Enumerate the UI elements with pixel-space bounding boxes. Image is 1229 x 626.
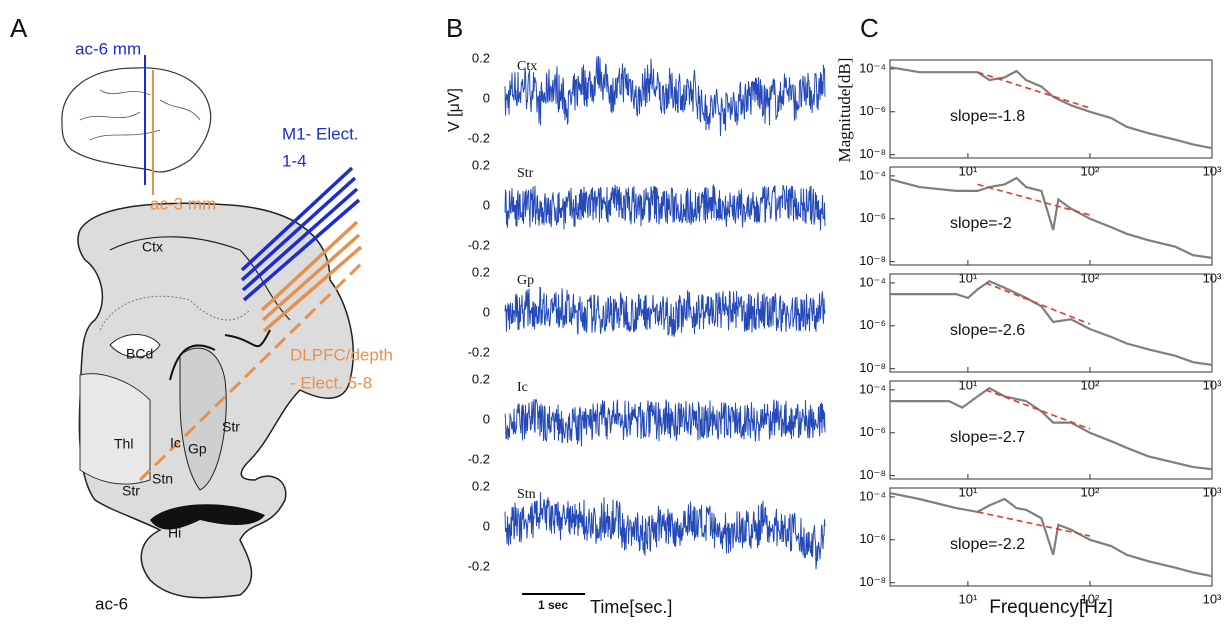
- x-tick-label: 10²: [1081, 270, 1100, 285]
- y-tick-label: -0.2: [468, 451, 490, 466]
- x-tick-label: 10¹: [959, 163, 978, 178]
- x-tick-label: 10¹: [959, 484, 978, 499]
- spectrum-line: [889, 66, 1213, 150]
- y-tick-label: 0: [483, 304, 490, 319]
- y-tick-label: -0.2: [468, 130, 490, 145]
- plot-frame: [889, 59, 1213, 159]
- slope-annotation: slope=-2: [950, 215, 1012, 232]
- region-label: Hi: [168, 525, 181, 541]
- slope-annotation: slope=-2.2: [950, 536, 1025, 553]
- y-tick-label: -0.2: [468, 237, 490, 252]
- y-tick-label: 0.2: [472, 478, 490, 493]
- y-tick-label: 0: [483, 518, 490, 533]
- electrode-label: 1-4: [282, 151, 307, 170]
- slope-annotation: slope=-1.8: [950, 108, 1025, 125]
- region-label: Gp: [188, 441, 207, 457]
- trace: [504, 183, 826, 231]
- y-tick-label: 10⁻⁴: [859, 274, 886, 289]
- y-tick-label: 0: [483, 197, 490, 212]
- panel-label: B: [446, 13, 463, 43]
- y-tick-label: 0.2: [472, 50, 490, 65]
- y-tick-label: 10⁻⁶: [859, 424, 886, 439]
- trace-label: Str: [517, 166, 534, 181]
- electrode-label: M1- Elect.: [282, 124, 359, 143]
- y-tick-label: 10⁻⁸: [859, 360, 886, 375]
- y-tick-label: 0.2: [472, 264, 490, 279]
- region-label: Ic: [170, 435, 181, 451]
- x-axis-label: Time[sec.]: [590, 597, 672, 617]
- region-label: Str: [222, 419, 240, 435]
- panel-label: A: [10, 13, 28, 43]
- plane-label: ac-6 mm: [75, 39, 141, 58]
- x-tick-label: 10¹: [959, 270, 978, 285]
- section-label: ac-6: [95, 594, 128, 613]
- plot-frame: [889, 166, 1213, 266]
- panel-a-drawing: [61, 55, 367, 599]
- y-tick-label: 10⁻⁴: [859, 60, 886, 75]
- electrode-label: DLPFC/depth: [290, 345, 393, 364]
- y-tick-label: 10⁻⁸: [859, 574, 886, 589]
- x-tick-label: 10²: [1081, 377, 1100, 392]
- y-tick-label: 10⁻⁴: [859, 488, 886, 503]
- y-tick-label: 0.2: [472, 157, 490, 172]
- slope-annotation: slope=-2.7: [950, 429, 1025, 446]
- region-label: BCd: [126, 346, 153, 362]
- trace: [504, 398, 826, 447]
- y-tick-label: 10⁻⁸: [859, 146, 886, 161]
- fit-line: [985, 282, 1091, 325]
- y-tick-label: 10⁻⁶: [859, 531, 886, 546]
- y-tick-label: 10⁻⁶: [859, 103, 886, 118]
- fit-line: [985, 389, 1091, 430]
- spectrum-line: [890, 386, 1213, 471]
- y-tick-label: 10⁻⁸: [859, 253, 886, 268]
- fit-line: [977, 511, 1091, 537]
- trace-label: Stn: [517, 487, 536, 502]
- slope-annotation: slope=-2.6: [950, 322, 1025, 339]
- trace: [504, 55, 826, 137]
- spectrum-line: [889, 176, 1213, 259]
- y-tick-label: 10⁻⁴: [859, 381, 886, 396]
- y-axis-label: Magnitude[dB]: [835, 58, 854, 163]
- y-axis-label: V [μV]: [446, 88, 463, 132]
- y-tick-label: 10⁻⁶: [859, 317, 886, 332]
- trace-label: Ctx: [517, 59, 537, 74]
- region-label: Str: [122, 483, 140, 499]
- plane-label: ac-3 mm: [150, 194, 216, 213]
- x-tick-label: 10²: [1081, 484, 1100, 499]
- region-label: Stn: [152, 471, 173, 487]
- trace: [504, 492, 826, 570]
- y-tick-label: 10⁻⁸: [859, 467, 886, 482]
- trace: [504, 286, 826, 337]
- trace-label: Gp: [517, 273, 534, 288]
- electrode-label: - Elect. 5-8: [290, 373, 372, 392]
- x-axis-label: Frequency[Hz]: [989, 597, 1113, 618]
- plot-frame: [889, 273, 1213, 373]
- spectrum-line: [890, 279, 1213, 366]
- y-tick-label: 0.2: [472, 371, 490, 386]
- plot-frame: [889, 487, 1213, 587]
- x-tick-label: 10¹: [959, 591, 978, 606]
- y-tick-label: -0.2: [468, 344, 490, 359]
- region-label: Thl: [114, 436, 133, 452]
- fit-line: [977, 71, 1091, 109]
- y-tick-label: 10⁻⁶: [859, 210, 886, 225]
- region-label: Ctx: [142, 239, 163, 255]
- scale-bar-label: 1 sec: [538, 598, 568, 612]
- y-tick-label: 0: [483, 90, 490, 105]
- y-tick-label: -0.2: [468, 558, 490, 573]
- x-tick-label: 10³: [1203, 591, 1222, 606]
- x-tick-label: 10²: [1081, 591, 1100, 606]
- x-tick-label: 10¹: [959, 377, 978, 392]
- y-tick-label: 10⁻⁴: [859, 167, 886, 182]
- plot-frame: [889, 380, 1213, 480]
- panel-label: C: [860, 13, 879, 43]
- trace-label: Ic: [517, 380, 528, 395]
- y-tick-label: 0: [483, 411, 490, 426]
- x-tick-label: 10²: [1081, 163, 1100, 178]
- spectrum-line: [889, 492, 1213, 578]
